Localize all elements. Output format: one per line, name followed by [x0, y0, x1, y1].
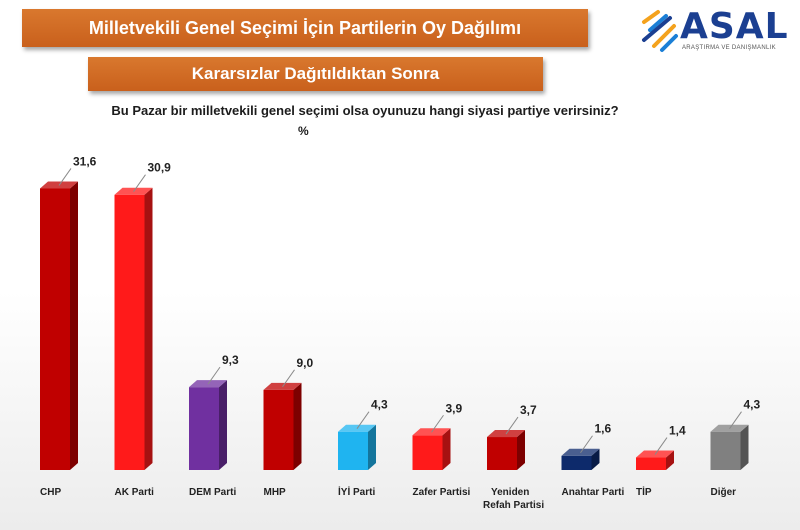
leader-line: [58, 168, 72, 186]
value-label: 30,9: [148, 161, 172, 175]
leader-line: [207, 366, 221, 385]
leader-line: [282, 369, 295, 388]
chart-title: Milletvekili Genel Seçimi İçin Partileri…: [22, 9, 588, 47]
leader-line: [431, 414, 444, 433]
logo-stripe: [648, 14, 668, 32]
category-label: Zafer Partisi: [413, 487, 471, 498]
leader-line: [133, 174, 146, 192]
category-label: Yeniden Refah Partisi: [483, 487, 544, 511]
value-label: 1,6: [595, 422, 612, 436]
leader-line: [654, 437, 668, 455]
logo-stripe: [660, 34, 678, 52]
value-label: 31,6: [73, 154, 97, 168]
category-label: İYİ Parti: [338, 485, 375, 498]
survey-question: Bu Pazar bir milletvekili genel seçimi o…: [111, 103, 619, 118]
logo-name: ASAL: [680, 6, 789, 47]
bar: [412, 428, 451, 470]
category-label: Diğer: [711, 487, 737, 498]
value-label: 4,3: [744, 398, 761, 412]
leader-line: [356, 411, 370, 429]
bar: [636, 450, 674, 470]
category-label: AK Parti: [115, 487, 155, 498]
logo-stripe: [642, 16, 672, 42]
value-label: 3,9: [446, 401, 463, 415]
value-label: 3,7: [520, 403, 537, 417]
value-label: 9,3: [222, 353, 239, 367]
leader-line: [505, 416, 519, 435]
chart-subtitle: Kararsızlar Dağıtıldıktan Sonra: [88, 57, 543, 91]
category-label: MHP: [264, 487, 287, 498]
bar: [561, 448, 600, 470]
leader-line: [729, 411, 742, 429]
leader-line: [580, 435, 593, 454]
unit-label: %: [298, 124, 309, 138]
bar: [338, 424, 376, 470]
bar: [40, 181, 78, 471]
logo-stripe: [652, 24, 676, 48]
bar: [189, 380, 227, 470]
category-label: DEM Parti: [189, 487, 236, 498]
bar: [710, 424, 749, 470]
bar: [114, 187, 153, 470]
bar: [263, 382, 302, 470]
value-label: 1,4: [669, 424, 686, 438]
asal-logo-icon: [642, 10, 678, 52]
category-label: CHP: [40, 487, 61, 498]
value-label: 9,0: [297, 356, 314, 370]
category-label: Anahtar Parti: [562, 487, 625, 498]
bar: [487, 430, 525, 470]
value-label: 4,3: [371, 398, 388, 412]
category-label: TİP: [636, 485, 652, 498]
logo-stripe: [642, 10, 660, 24]
logo-tagline: ARAŞTIRMA VE DANIŞMANLIK: [682, 45, 776, 51]
